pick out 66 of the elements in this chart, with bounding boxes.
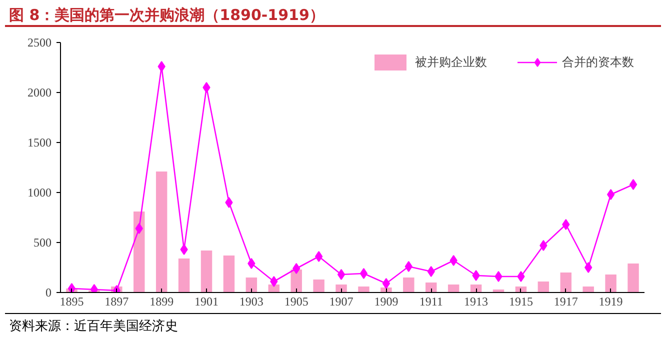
bar: [605, 274, 616, 292]
x-tick-label: 1909: [374, 294, 398, 308]
bar: [156, 172, 168, 292]
point: [584, 262, 592, 273]
x-tick-label: 1915: [508, 294, 533, 308]
point: [450, 255, 458, 266]
x-tick-label: 1897: [104, 294, 129, 308]
y-tick-label: 2500: [28, 36, 52, 50]
legend-label: 合并的资本数: [562, 54, 634, 70]
text: 资料来源：近百年美国经济史: [9, 318, 178, 336]
bar: [448, 284, 460, 292]
point: [202, 82, 210, 93]
bar: [200, 250, 212, 292]
chart-title: 图 8：美国的第一次并购浪潮（1890-1919）: [9, 5, 324, 26]
x-tick-label: 1913: [464, 294, 488, 308]
bar: [628, 264, 639, 292]
x-tick-label: 1911: [419, 294, 443, 308]
point: [382, 278, 390, 289]
bar: [560, 272, 572, 292]
point: [472, 270, 480, 281]
y-tick-label: 500: [34, 236, 52, 250]
bar: [358, 286, 370, 292]
point: [562, 219, 570, 230]
point: [292, 263, 300, 274]
bar: [336, 284, 347, 292]
bar: [134, 212, 145, 292]
y-tick-label: 1000: [28, 186, 52, 200]
bar: [582, 286, 594, 292]
bar: [538, 282, 550, 292]
point: [248, 258, 256, 269]
x-tick-label: 1919: [598, 294, 623, 308]
point: [270, 276, 278, 287]
bar: [290, 270, 302, 292]
point: [135, 223, 143, 234]
x-tick-label: 1903: [239, 294, 264, 308]
point: [225, 197, 233, 208]
point: [314, 251, 323, 262]
x-tick-label: 1905: [284, 294, 308, 308]
y-tick-label: 2000: [28, 86, 52, 100]
point: [337, 269, 346, 280]
point: [68, 283, 76, 292]
point: [404, 261, 412, 272]
point: [517, 271, 525, 282]
point: [90, 284, 98, 292]
point: [606, 189, 615, 200]
point: [360, 268, 368, 279]
point: [494, 271, 502, 282]
x-tick-label: 1899: [150, 294, 174, 308]
y-tick-label: 0: [46, 286, 52, 300]
point: [180, 244, 188, 255]
x-tick-label: 1907: [329, 294, 354, 308]
bar: [426, 282, 437, 292]
bar: [223, 256, 235, 292]
legend-label: 被并购企业数: [415, 54, 487, 70]
point: [629, 179, 638, 190]
x-tick-label: 1901: [194, 294, 218, 308]
bar: [313, 280, 324, 292]
bar: [403, 278, 414, 292]
point: [427, 266, 435, 277]
x-tick-label: 1895: [60, 294, 84, 308]
y-tick-label: 1500: [28, 136, 52, 150]
bar: [246, 278, 258, 292]
x-tick-label: 1917: [554, 294, 578, 308]
bar: [178, 258, 190, 292]
point: [158, 61, 166, 72]
point: [540, 240, 548, 251]
